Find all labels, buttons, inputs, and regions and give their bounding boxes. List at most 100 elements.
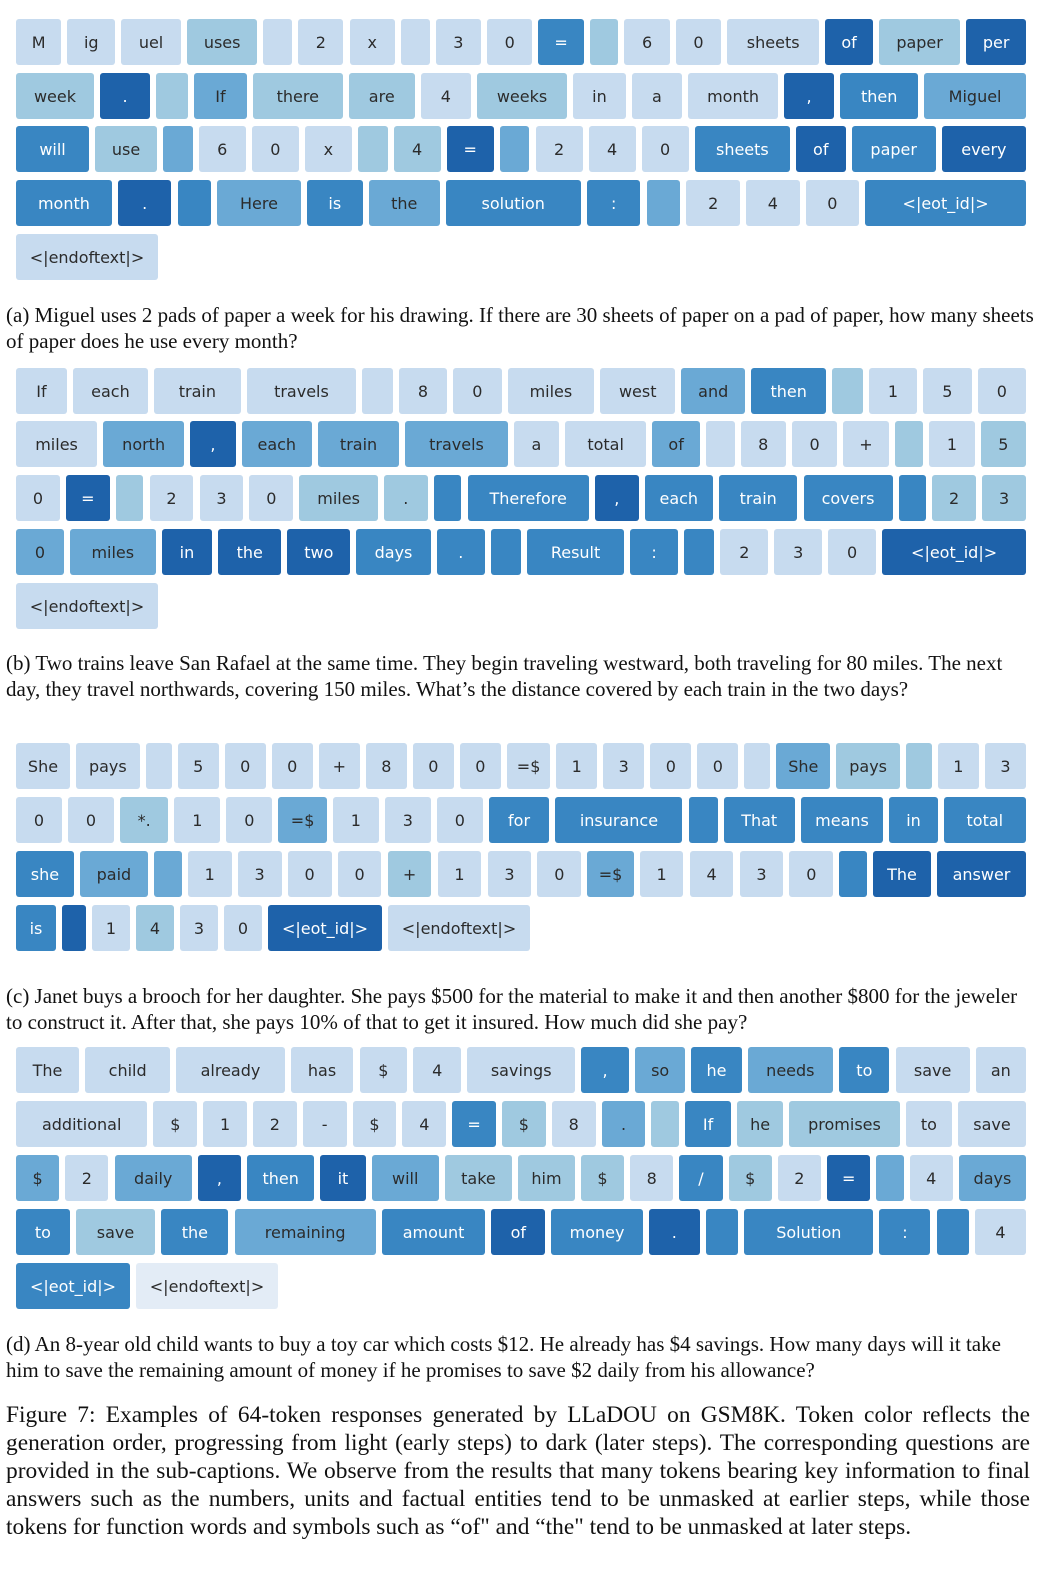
- token: paid: [79, 851, 148, 897]
- token: 0: [224, 743, 266, 789]
- token: If: [685, 1101, 732, 1147]
- token: [400, 19, 430, 65]
- token: paper: [879, 19, 961, 65]
- token: 0: [436, 797, 483, 843]
- token: 0: [249, 475, 294, 521]
- token: north: [103, 421, 185, 467]
- token: :: [630, 529, 678, 575]
- token: a: [631, 73, 682, 119]
- token: 0: [789, 851, 834, 897]
- token: [906, 743, 932, 789]
- token: 4: [588, 126, 636, 172]
- token: <|eot_id|>: [16, 1263, 130, 1309]
- token: to: [16, 1209, 70, 1255]
- token: 1: [437, 851, 482, 897]
- token: $: [16, 1155, 60, 1201]
- token: =$: [507, 743, 551, 789]
- token: 3: [982, 475, 1026, 521]
- token: the: [369, 180, 440, 226]
- token: [744, 743, 771, 789]
- token: has: [290, 1047, 354, 1093]
- token: 4: [746, 180, 800, 226]
- token: -: [302, 1101, 347, 1147]
- token: 2: [298, 19, 344, 65]
- token: [145, 743, 172, 789]
- token: an: [975, 1047, 1026, 1093]
- token: 0: [792, 421, 838, 467]
- subcaption-b: (b) Two trains leave San Rafael at the s…: [6, 651, 1003, 701]
- token: <|endoftext|>: [16, 234, 158, 280]
- token: 5: [980, 421, 1026, 467]
- token: each: [644, 475, 713, 521]
- token: of: [825, 19, 873, 65]
- token: total: [565, 421, 647, 467]
- token: Miguel: [924, 73, 1026, 119]
- token: [688, 797, 718, 843]
- token: [684, 529, 715, 575]
- token: 1: [929, 421, 975, 467]
- token: he: [737, 1101, 784, 1147]
- token: 4: [393, 126, 441, 172]
- token: [876, 1155, 904, 1201]
- token: She: [776, 743, 831, 789]
- token: 3: [487, 851, 532, 897]
- token: [499, 126, 530, 172]
- token: daily: [114, 1155, 192, 1201]
- token: [705, 1209, 739, 1255]
- token: 0: [337, 851, 382, 897]
- token: weeks: [477, 73, 567, 119]
- token: will: [371, 1155, 439, 1201]
- token: [62, 905, 86, 951]
- token: 3: [199, 475, 244, 521]
- token: If: [194, 73, 247, 119]
- token: to: [839, 1047, 890, 1093]
- token: 5: [923, 368, 972, 414]
- token: 1: [187, 851, 232, 897]
- token: 6: [624, 19, 670, 65]
- token: 2: [65, 1155, 109, 1201]
- token: =: [538, 19, 584, 65]
- token: to: [905, 1101, 952, 1147]
- token: /: [679, 1155, 723, 1201]
- token: then: [751, 368, 827, 414]
- token: per: [966, 19, 1026, 65]
- token: savings: [467, 1047, 576, 1093]
- token: paper: [851, 126, 936, 172]
- token: two: [287, 529, 351, 575]
- token: uses: [186, 19, 258, 65]
- token: =: [65, 475, 110, 521]
- token: promises: [789, 1101, 900, 1147]
- token: <|eot_id|>: [268, 905, 382, 951]
- token: [936, 1209, 969, 1255]
- subcaption-c: (c) Janet buys a brooch for her daughter…: [6, 984, 1018, 1034]
- token: remaining: [234, 1209, 376, 1255]
- token: 0: [271, 743, 313, 789]
- token: 0: [287, 851, 332, 897]
- token: 3: [180, 905, 218, 951]
- token: [832, 368, 863, 414]
- token: 0: [487, 19, 533, 65]
- token: +: [387, 851, 432, 897]
- token: 1: [639, 851, 684, 897]
- token: [357, 126, 388, 172]
- token: save: [895, 1047, 970, 1093]
- token: he: [691, 1047, 742, 1093]
- token: pays: [76, 743, 140, 789]
- token: [263, 19, 293, 65]
- token: She: [16, 743, 70, 789]
- token: 0: [16, 797, 62, 843]
- token: 4: [413, 1047, 462, 1093]
- token: 2: [253, 1101, 297, 1147]
- token: [651, 1101, 680, 1147]
- token: miles: [16, 421, 98, 467]
- token: 1: [92, 905, 130, 951]
- token: the: [218, 529, 282, 575]
- token: already: [176, 1047, 285, 1093]
- token: travels: [246, 368, 357, 414]
- token: 1: [556, 743, 598, 789]
- token: [156, 73, 188, 119]
- token: 0: [537, 851, 582, 897]
- token: train: [318, 421, 400, 467]
- token: 0: [805, 180, 860, 226]
- token: 3: [739, 851, 784, 897]
